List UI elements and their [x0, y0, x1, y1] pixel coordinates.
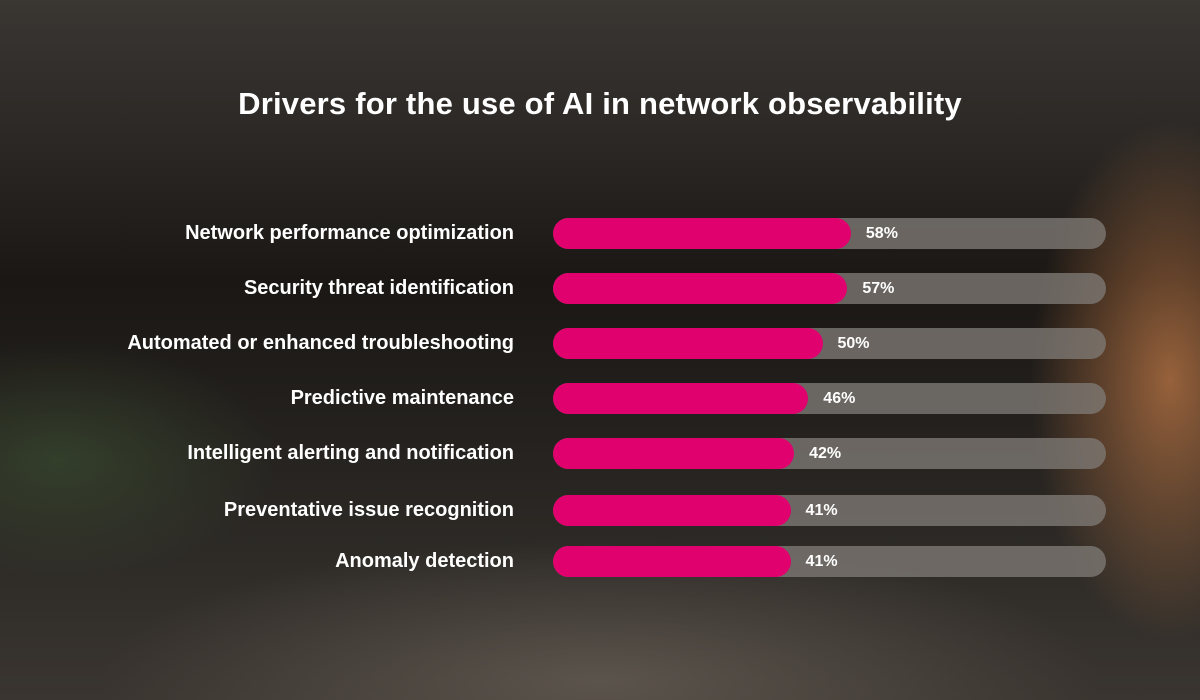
bar-track: 41%	[553, 546, 1106, 577]
bar	[553, 328, 823, 359]
category-label: Automated or enhanced troubleshooting	[127, 332, 514, 354]
bar-track: 58%	[553, 218, 1106, 249]
bar	[553, 273, 848, 304]
category-label: Predictive maintenance	[290, 387, 514, 409]
value-label: 58%	[865, 225, 898, 242]
bar	[553, 383, 809, 414]
category-label: Network performance optimization	[185, 222, 514, 244]
category-label: Preventative issue recognition	[223, 499, 514, 521]
value-label: 41%	[805, 502, 838, 519]
bar-track: 46%	[553, 383, 1106, 414]
bar-track: 50%	[553, 328, 1106, 359]
bar-row: Anomaly detection 41%	[0, 546, 1200, 577]
value-label: 57%	[862, 280, 895, 297]
bar	[553, 546, 791, 577]
value-label: 46%	[823, 390, 856, 407]
bar	[553, 218, 851, 249]
bar-track: 41%	[553, 495, 1106, 526]
bar	[553, 438, 795, 469]
bar-track: 42%	[553, 438, 1106, 469]
bar-row: Preventative issue recognition 41%	[0, 495, 1200, 526]
value-label: 42%	[809, 445, 842, 462]
category-label: Anomaly detection	[335, 550, 514, 572]
bar	[553, 495, 791, 526]
bar-row: Automated or enhanced troubleshooting 50%	[0, 328, 1200, 359]
bar-row: Network performance optimization 58%	[0, 218, 1200, 249]
bar-row: Security threat identification 57%	[0, 273, 1200, 304]
bar-row: Intelligent alerting and notification 42%	[0, 438, 1200, 469]
category-label: Security threat identification	[243, 277, 514, 299]
bar-row: Predictive maintenance 46%	[0, 383, 1200, 414]
bar-track: 57%	[553, 273, 1106, 304]
chart-title: Drivers for the use of AI in network obs…	[238, 86, 962, 121]
value-label: 50%	[837, 335, 870, 352]
category-label: Intelligent alerting and notification	[187, 442, 514, 464]
value-label: 41%	[805, 553, 838, 570]
